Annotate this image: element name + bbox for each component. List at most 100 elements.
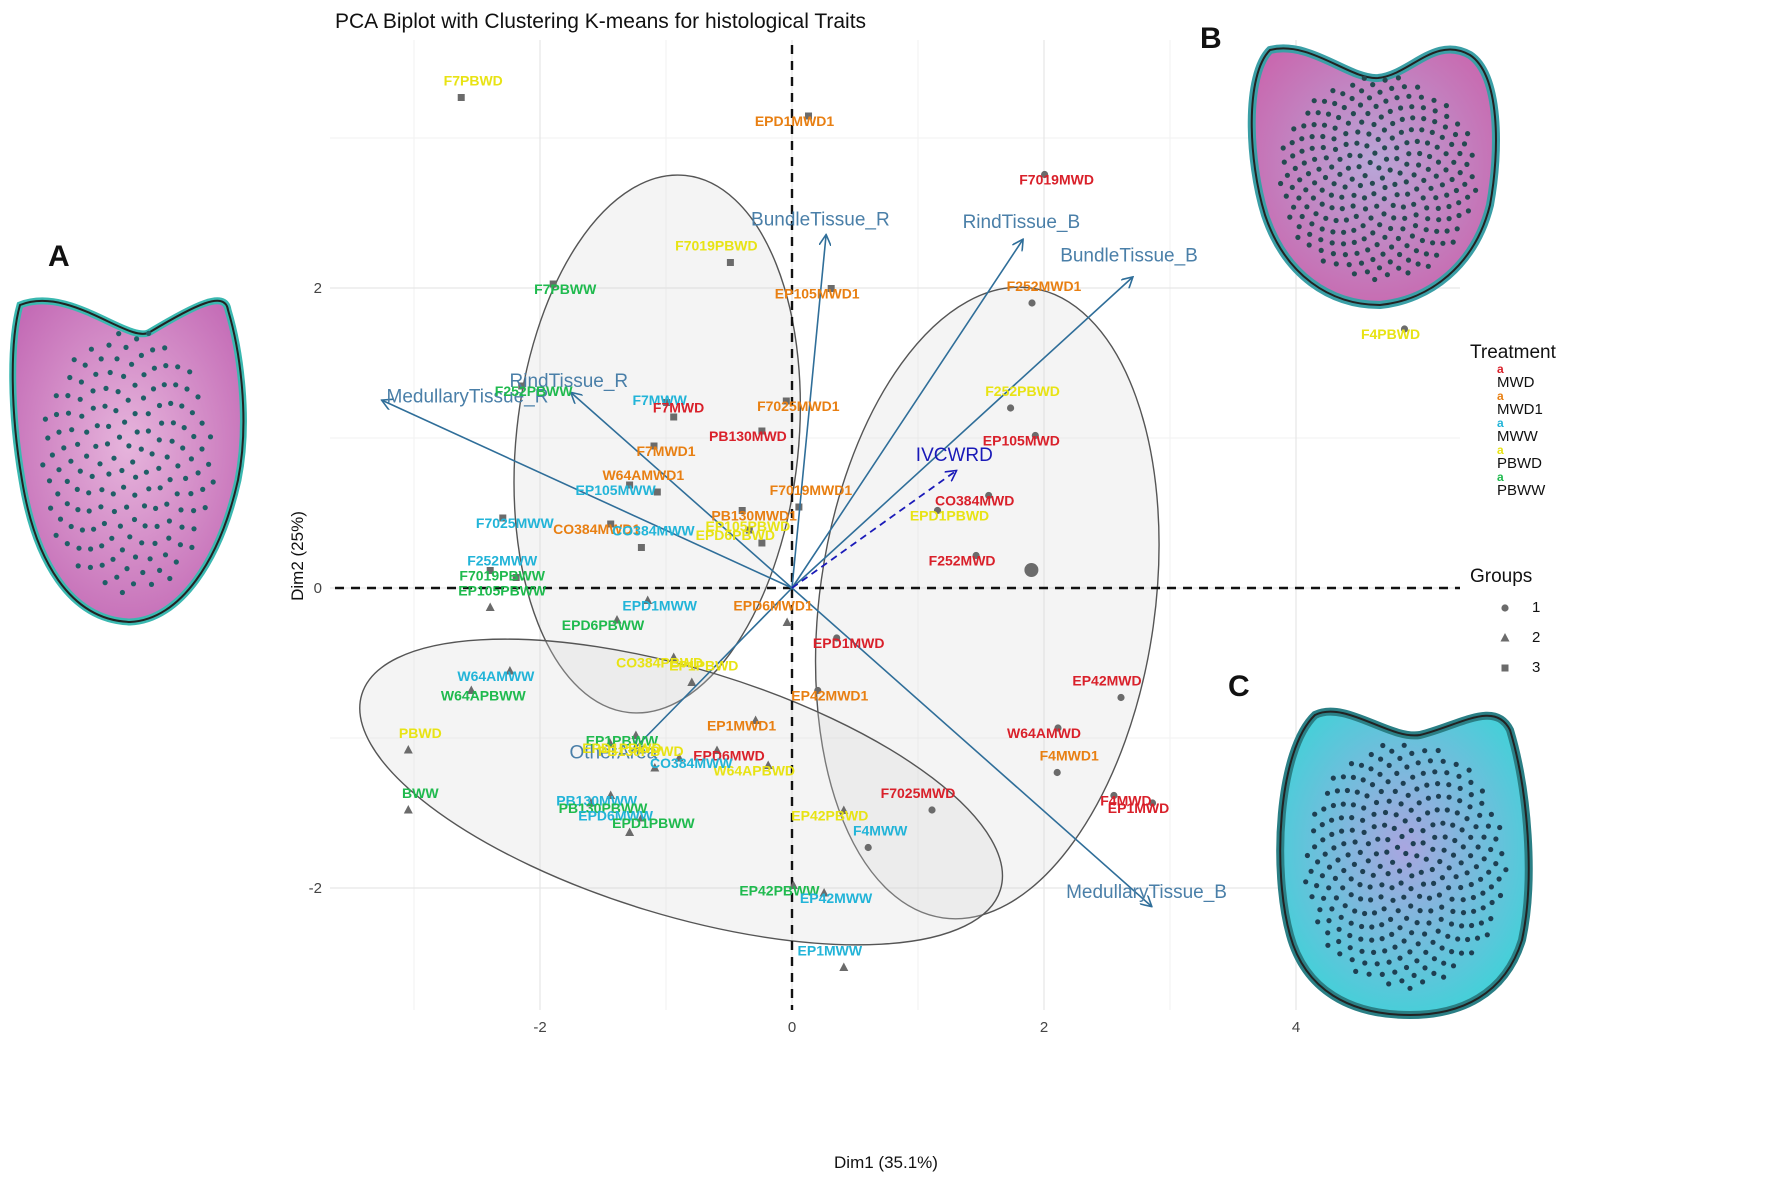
vascular-bundle-dot xyxy=(1493,836,1499,842)
vascular-bundle-dot xyxy=(1400,780,1406,786)
vascular-bundle-dot xyxy=(1373,103,1379,109)
point-label: EP42MWD xyxy=(1072,673,1141,689)
supplementary-arrow xyxy=(791,471,956,589)
vascular-bundle-dot xyxy=(1366,131,1372,137)
point-marker-square xyxy=(738,507,746,514)
vascular-bundle-dot xyxy=(1433,173,1439,179)
vascular-bundle-dot xyxy=(1413,212,1419,218)
vascular-bundle-dot xyxy=(1397,868,1403,874)
vascular-bundle-dot xyxy=(1410,774,1416,780)
points xyxy=(403,94,1409,971)
vascular-bundle-dot xyxy=(1354,789,1360,795)
vascular-bundle-dot xyxy=(1404,243,1410,249)
vascular-bundle-dot xyxy=(1329,205,1335,211)
vascular-bundle-dot xyxy=(1370,256,1376,263)
point-label: F252MWW xyxy=(467,553,538,569)
vascular-bundle-dot xyxy=(86,490,92,496)
vascular-bundle-dot xyxy=(170,420,176,426)
vascular-bundle-dot xyxy=(1480,890,1486,896)
vascular-bundle-dot xyxy=(1430,939,1436,945)
vascular-bundle-dot xyxy=(179,403,185,409)
vascular-bundle-dot xyxy=(1484,932,1490,938)
vascular-bundle-dot xyxy=(1322,851,1328,857)
vascular-bundle-dot xyxy=(1365,858,1371,864)
vascular-bundle-dot xyxy=(1409,930,1415,936)
vascular-bundle-dot xyxy=(1417,150,1423,157)
vascular-bundle-dot xyxy=(1431,880,1437,887)
x-tick-label: 2 xyxy=(1040,1019,1048,1036)
vascular-bundle-dot xyxy=(1408,827,1414,834)
vascular-bundle-dot xyxy=(111,508,117,515)
vascular-bundle-dot xyxy=(154,523,160,530)
point-label: EPD1PBWD xyxy=(910,508,989,524)
legend-group-marker-square xyxy=(1501,664,1509,672)
vascular-bundle-dot xyxy=(1348,761,1355,767)
point-label: EP105MWD1 xyxy=(775,286,860,302)
vascular-bundle-dot xyxy=(1382,234,1388,240)
vascular-bundle-dot xyxy=(132,554,139,560)
vascular-bundle-dot xyxy=(1323,155,1329,161)
vascular-bundle-dot xyxy=(1426,895,1433,901)
vascular-bundle-dot xyxy=(1456,212,1462,219)
vascular-bundle-dot xyxy=(1340,774,1346,780)
vascular-bundle-dot xyxy=(1409,873,1415,879)
vascular-bundle-dot xyxy=(140,569,146,576)
vascular-bundle-dot xyxy=(1407,985,1413,991)
vascular-bundle-dot xyxy=(1321,98,1328,104)
vascular-bundle-dot xyxy=(153,505,159,511)
vascular-bundle-dot xyxy=(1381,211,1387,217)
vascular-bundle-dot xyxy=(161,382,167,388)
vascular-bundle-dot xyxy=(1444,228,1450,234)
vascular-bundle-dot xyxy=(1489,899,1495,906)
point-marker-circle xyxy=(1006,404,1015,412)
vascular-bundle-dot xyxy=(164,501,170,507)
vascular-bundle-dot xyxy=(131,516,138,523)
vascular-bundle-dot xyxy=(1428,908,1434,914)
vascular-bundle-dot xyxy=(1425,810,1431,816)
vascular-bundle-dot xyxy=(1401,84,1407,90)
vascular-bundle-dot xyxy=(191,526,197,532)
point-marker-square xyxy=(670,413,678,421)
point-label: F4MWD1 xyxy=(1040,748,1099,764)
vascular-bundle-dot xyxy=(1355,129,1361,135)
vascular-bundle-dot xyxy=(121,484,127,490)
vascular-bundle-dot xyxy=(1401,894,1407,900)
point-label: F7PBWW xyxy=(534,281,597,297)
point-label: EP105MWD xyxy=(983,433,1060,449)
vascular-bundle-dot xyxy=(1497,892,1504,899)
vascular-bundle-dot xyxy=(1425,263,1431,269)
legend-group-marker-triangle xyxy=(1500,633,1510,642)
vascular-bundle-dot xyxy=(1369,782,1376,788)
vascular-bundle-dot xyxy=(1395,235,1401,242)
vascular-bundle-dot xyxy=(1434,807,1440,813)
vascular-bundle-dot xyxy=(1423,856,1429,862)
vascular-bundle-dot xyxy=(1368,897,1374,903)
vascular-bundle-dot xyxy=(1418,869,1424,875)
point-marker-circle xyxy=(1031,431,1039,440)
vascular-bundle-dot xyxy=(1371,824,1377,830)
vascular-bundle-dot xyxy=(1394,844,1401,850)
vascular-bundle-dot xyxy=(1359,119,1365,125)
vascular-bundle-dot xyxy=(1307,231,1313,237)
vascular-bundle-dot xyxy=(1343,217,1349,223)
vascular-bundle-dot xyxy=(1364,793,1370,799)
vascular-bundle-dot xyxy=(1406,93,1412,99)
vascular-bundle-dot xyxy=(1422,748,1428,754)
vascular-bundle-dot xyxy=(1397,925,1403,931)
vascular-bundle-dot xyxy=(1358,896,1364,902)
vascular-bundle-dot xyxy=(1292,165,1298,171)
vascular-bundle-dot xyxy=(1374,961,1380,967)
vascular-bundle-dot xyxy=(1415,261,1421,267)
vascular-bundle-dot xyxy=(1388,916,1394,923)
vascular-bundle-dot xyxy=(1362,910,1368,917)
vascular-bundle-dot xyxy=(1392,969,1398,975)
vascular-bundle-dot xyxy=(143,469,149,475)
vascular-bundle-dot xyxy=(1473,864,1479,870)
vascular-bundle-dot xyxy=(93,443,99,449)
vascular-bundle-dot xyxy=(1371,191,1377,197)
vascular-bundle-dot xyxy=(1369,180,1375,186)
point-label: EP42MWW xyxy=(800,890,873,906)
vascular-bundle-dot xyxy=(163,363,169,369)
vascular-bundle-dot xyxy=(1410,115,1416,121)
vascular-bundle-dot xyxy=(1312,156,1318,162)
